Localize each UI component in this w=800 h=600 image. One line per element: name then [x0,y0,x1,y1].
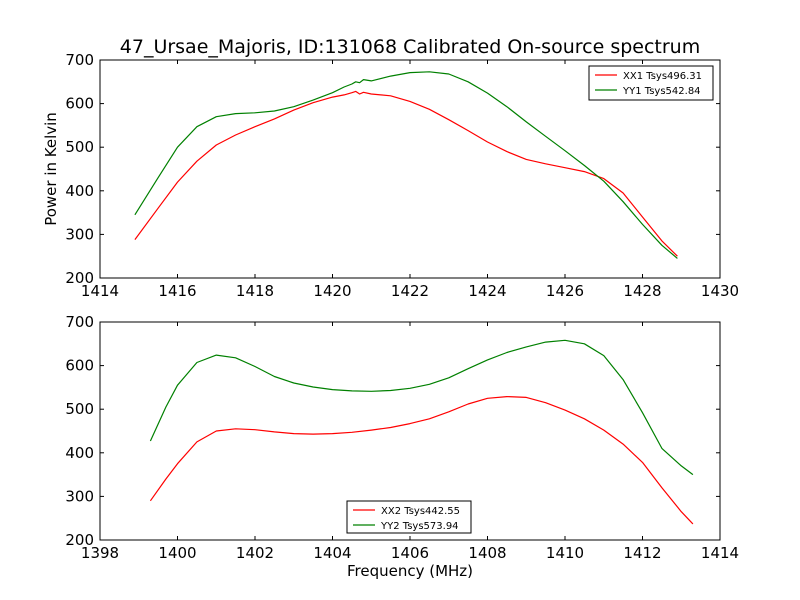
y-tick-label: 600 [65,95,94,113]
x-tick-label: 1420 [313,282,351,300]
y-tick-label: 400 [65,182,94,200]
x-axis-label: Frequency (MHz) [347,562,473,580]
x-tick-label: 1424 [468,282,506,300]
series-line-yy2 [149,339,694,476]
legend: XX1 Tsys496.31 YY1 Tsys542.84 [588,65,714,101]
legend-label: XX1 Tsys496.31 [623,71,702,82]
x-tick-label: 1412 [623,544,661,562]
x-tick-label: 1408 [468,544,506,562]
y-tick-label: 200 [65,269,94,287]
x-tick-label: 1416 [158,282,196,300]
legend-label: YY2 Tsys573.94 [380,521,459,532]
x-tick-label: 1402 [236,544,274,562]
y-axis-label: Power in Kelvin [42,112,60,226]
y-tick-label: 300 [65,487,94,505]
y-tick-label: 300 [65,225,94,243]
y-tick-label: 500 [65,400,94,418]
chart-panels: 1414 1416 1418 1420 1422 1424 1426 1428 1430 200 3… [42,51,739,580]
y-tick-label: 700 [65,313,94,331]
chart-panel-2: 1398 1400 1402 1404 1406 1408 1410 1412 1414 200 3… [65,313,739,580]
legend: XX2 Tsys442.55 YY2 Tsys573.94 [346,500,472,534]
y-tick-label: 700 [65,51,94,69]
y-tick-label: 600 [65,357,94,375]
x-tick-label: 1428 [623,282,661,300]
series-line-yy1 [134,71,678,259]
x-tick-label: 1406 [391,544,429,562]
legend-box [588,65,714,101]
x-tick-label: 1414 [701,544,739,562]
legend-label: XX2 Tsys442.55 [381,506,460,517]
x-tick-label: 1410 [546,544,584,562]
x-tick-label: 1426 [546,282,584,300]
series-line-xx1 [134,90,678,257]
x-tick-label: 1400 [158,544,196,562]
legend-label: YY1 Tsys542.84 [622,86,701,97]
series-line-xx2 [149,396,694,525]
legend-box [346,500,472,534]
figure-title: 47_Ursae_Majoris, ID:131068 Calibrated O… [120,36,700,58]
x-tick-label: 1430 [701,282,739,300]
x-tick-label: 1414 [81,282,119,300]
y-tick-label: 200 [65,531,94,549]
y-tick-label: 400 [65,444,94,462]
x-tick-label: 1404 [313,544,351,562]
chart-panel-1: 1414 1416 1418 1420 1422 1424 1426 1428 1430 200 3… [42,51,739,300]
y-tick-label: 500 [65,138,94,156]
x-tick-label: 1398 [81,544,119,562]
x-tick-label: 1422 [391,282,429,300]
x-tick-label: 1418 [236,282,274,300]
